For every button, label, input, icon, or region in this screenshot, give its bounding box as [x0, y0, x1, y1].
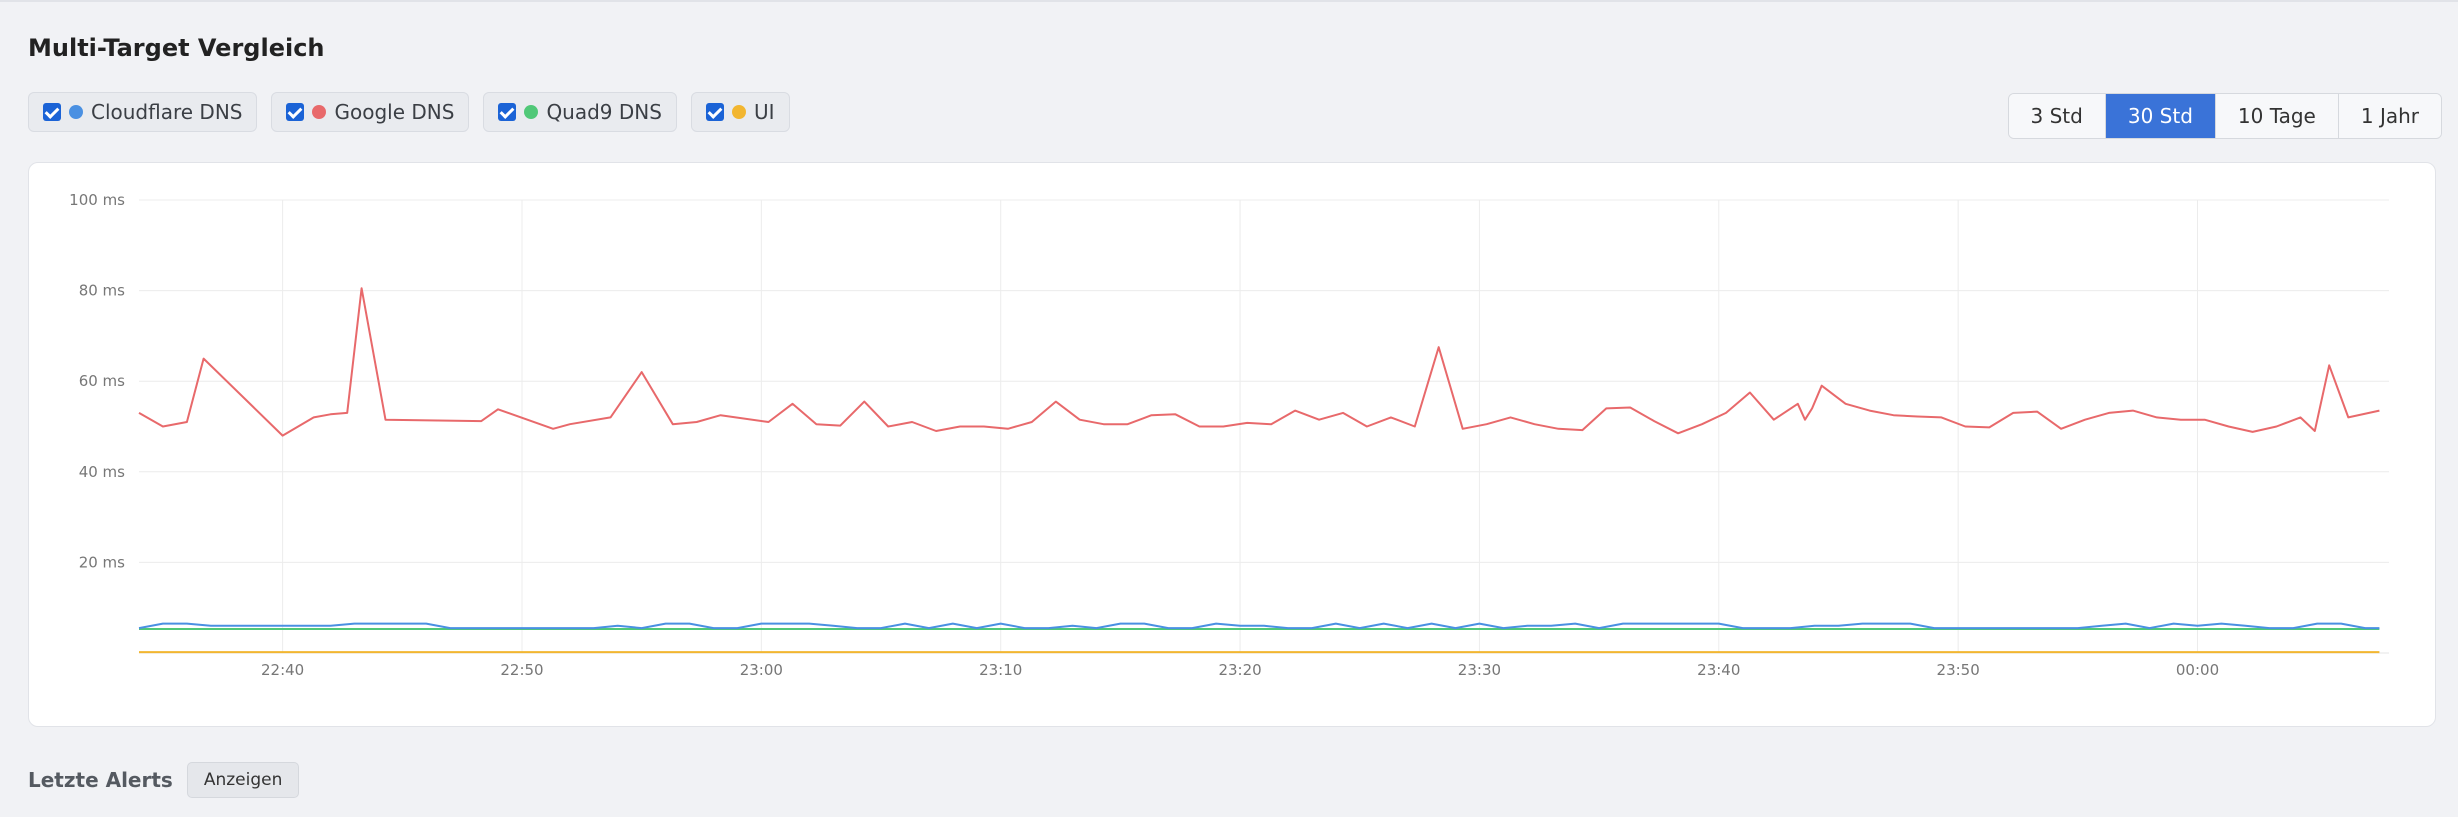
chart-card: 20 ms 40 ms 60 ms 80 ms 100 ms 22:40 22:50 23:0… — [28, 162, 2436, 727]
color-dot-icon — [69, 105, 83, 119]
target-toggle-quad9[interactable]: Quad9 DNS — [483, 92, 677, 132]
range-1y-button[interactable]: 1 Jahr — [2337, 94, 2441, 138]
series-line-cloudflare-dns — [138, 622, 2380, 630]
color-dot-icon — [524, 105, 539, 119]
series-line-google-dns — [138, 287, 2380, 437]
alerts-header: Letzte Alerts Anzeigen — [28, 762, 300, 798]
section-title: Multi-Target Vergleich — [28, 34, 325, 62]
target-label: Google DNS — [334, 100, 455, 124]
x-tick-label: 00:00 — [2176, 661, 2219, 679]
checkbox-checked-icon[interactable] — [43, 103, 61, 121]
top-divider — [0, 0, 2458, 2]
alerts-title: Letzte Alerts — [28, 768, 173, 792]
x-tick-label: 23:20 — [1218, 661, 1261, 679]
y-tick-label: 20 ms — [79, 553, 125, 571]
range-10d-button[interactable]: 10 Tage — [2214, 94, 2338, 138]
range-30h-button[interactable]: 30 Std — [2104, 94, 2215, 138]
target-toggle-google[interactable]: Google DNS — [271, 92, 470, 132]
target-label: Cloudflare DNS — [91, 100, 243, 124]
checkbox-checked-icon[interactable] — [498, 103, 517, 121]
color-dot-icon — [312, 105, 327, 119]
checkbox-checked-icon[interactable] — [286, 103, 305, 121]
checkbox-checked-icon[interactable] — [705, 103, 724, 121]
x-tick-label: 23:00 — [740, 661, 783, 679]
target-label: Quad9 DNS — [546, 100, 662, 124]
y-tick-label: 40 ms — [79, 463, 125, 481]
x-tick-label: 23:50 — [1937, 661, 1980, 679]
x-tick-label: 22:50 — [500, 661, 543, 679]
x-tick-label: 22:40 — [261, 661, 304, 679]
target-toggle-group: Cloudflare DNS Google DNS Quad9 DNS UI — [28, 92, 790, 132]
x-tick-label: 23:40 — [1697, 661, 1740, 679]
target-toggle-ui[interactable]: UI — [690, 92, 790, 132]
y-tick-label: 80 ms — [79, 282, 125, 300]
target-toggle-cloudflare[interactable]: Cloudflare DNS — [28, 92, 258, 132]
show-alerts-button[interactable]: Anzeigen — [186, 762, 300, 798]
x-tick-label: 23:30 — [1458, 661, 1501, 679]
y-tick-label: 60 ms — [79, 372, 125, 390]
time-range-selector: 3 Std 30 Std 10 Tage 1 Jahr — [2007, 93, 2442, 139]
range-3h-button[interactable]: 3 Std — [2008, 94, 2105, 138]
x-tick-label: 23:10 — [979, 661, 1022, 679]
y-tick-label: 100 ms — [69, 191, 125, 209]
target-label: UI — [753, 100, 775, 124]
color-dot-icon — [731, 105, 746, 119]
latency-chart: 20 ms 40 ms 60 ms 80 ms 100 ms 22:40 22:50 23:0… — [69, 191, 2389, 679]
